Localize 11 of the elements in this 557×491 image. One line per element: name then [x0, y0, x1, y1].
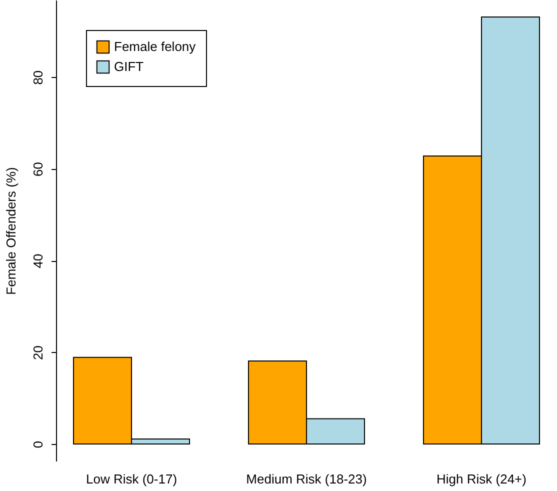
y-tick-label: 0 [30, 440, 46, 448]
y-tick-label: 20 [30, 346, 46, 360]
x-tick-label: Low Risk (0-17) [86, 472, 178, 486]
y-axis-title: Female Offenders (%) [4, 167, 18, 295]
y-tick-label: 80 [30, 70, 46, 85]
legend-label: Female felony [114, 39, 196, 54]
y-tick-label: 40 [30, 254, 46, 268]
legend-label: GIFT [114, 59, 144, 74]
x-tick-label: Medium Risk (18-23) [246, 472, 367, 486]
y-tick-label: 60 [30, 162, 46, 177]
x-tick-label: High Risk (24+) [436, 472, 526, 486]
